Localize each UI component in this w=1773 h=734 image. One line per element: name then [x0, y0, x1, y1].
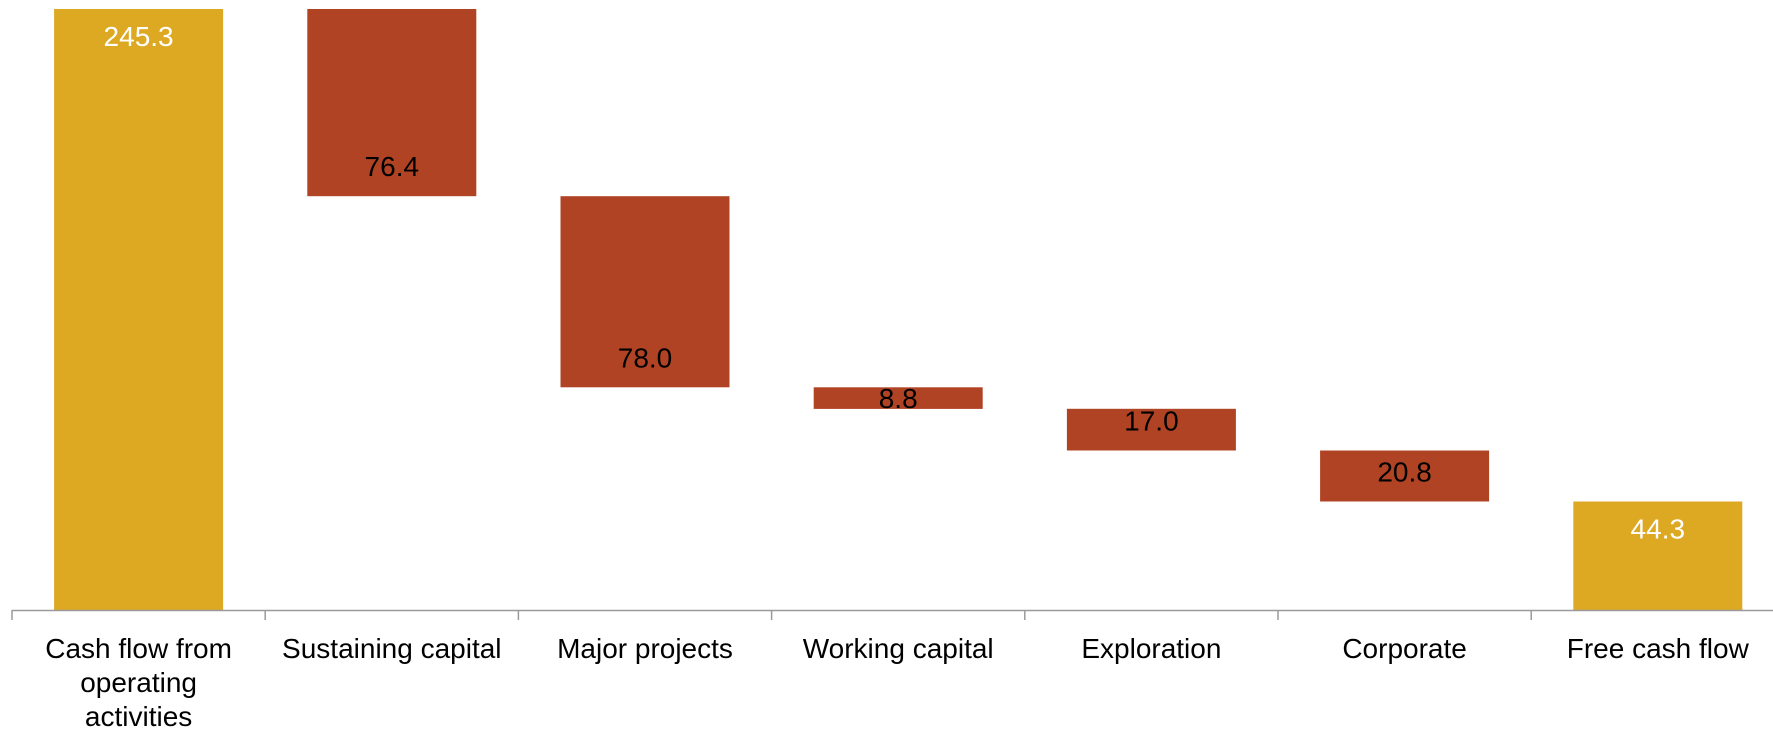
category-label: Corporate: [1342, 633, 1467, 664]
decrease-bar: [1320, 450, 1490, 502]
value-label: 245.3: [104, 21, 174, 52]
value-label: 20.8: [1377, 457, 1432, 488]
value-label: 17.0: [1124, 406, 1179, 437]
decrease-bar: [560, 196, 730, 388]
value-label: 44.3: [1631, 514, 1686, 545]
category-label: Working capital: [803, 633, 994, 664]
category-label: Exploration: [1081, 633, 1221, 664]
decrease-bar: [1066, 408, 1236, 451]
total-bar: [1573, 501, 1743, 610]
category-label-group: Cash flow from operating activities Sustain…: [45, 633, 1749, 732]
bar-group: [54, 9, 1743, 610]
total-bar: [54, 9, 224, 610]
category-label: Free cash flow: [1567, 633, 1750, 664]
decrease-bar: [813, 387, 983, 409]
category-label: Sustaining capital: [282, 633, 501, 664]
value-label: 78.0: [618, 342, 673, 373]
value-label: 8.8: [879, 383, 918, 414]
category-label: Cash flow from operating activities: [45, 633, 232, 732]
value-label: 76.4: [365, 151, 420, 182]
value-label-group: 245.3 76.4 78.0 8.8 17.0 20.8 44.3: [104, 21, 1685, 545]
decrease-bar: [307, 9, 477, 197]
x-axis: [11, 609, 1773, 620]
category-label: Major projects: [557, 633, 733, 664]
